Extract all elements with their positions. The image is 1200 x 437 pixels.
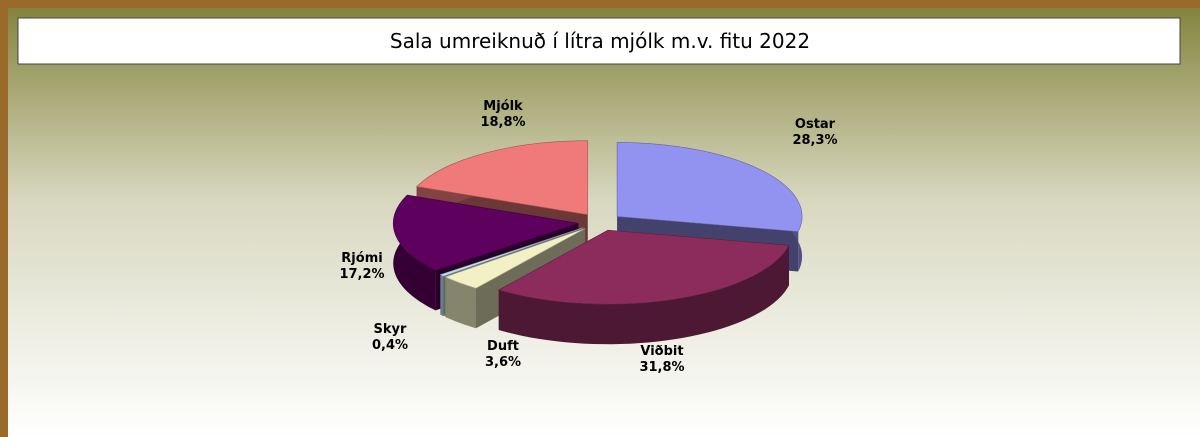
slice [439,227,584,277]
slice-value-label: 28,3% [792,133,837,148]
slice-side [440,274,444,317]
slice-value-label: 31,8% [639,360,684,375]
slice-side [445,228,586,317]
pie [393,140,803,345]
slice-value-label: 18,8% [480,115,525,130]
slice-value-label: 3,6% [485,355,521,370]
slice-side [445,276,476,329]
slice-value-label: 17,2% [339,267,384,282]
slice [416,140,589,216]
slice-label: Rjómi [341,251,382,266]
slice [616,142,803,232]
slice-label: Ostar [795,117,836,132]
slice [444,228,586,289]
title-box [17,17,1181,65]
chart-title: Sala umreiknuð í lítra mjólk m.v. fitu 2… [390,29,810,53]
slice [393,194,579,271]
slice-label: Skyr [374,322,407,337]
slice [498,229,790,305]
plot-background [8,8,1200,437]
slice-label: Viðbit [640,344,683,359]
slice-label: Mjólk [483,99,523,114]
slice-label: Duft [487,339,519,354]
slice-value-label: 0,4% [372,338,408,353]
slice-side [498,245,790,345]
